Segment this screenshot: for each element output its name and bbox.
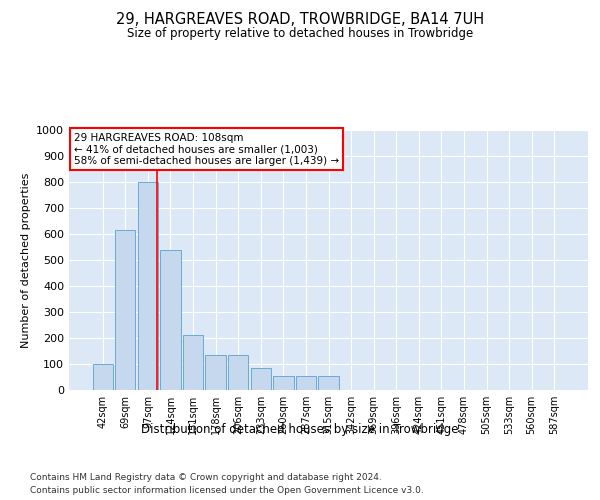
Bar	[319, 376, 338, 390]
Bar	[183, 336, 203, 390]
Bar	[115, 230, 136, 390]
Text: 29, HARGREAVES ROAD, TROWBRIDGE, BA14 7UH: 29, HARGREAVES ROAD, TROWBRIDGE, BA14 7U…	[116, 12, 484, 28]
Bar	[138, 182, 158, 390]
Bar	[251, 368, 271, 390]
Text: Contains HM Land Registry data © Crown copyright and database right 2024.: Contains HM Land Registry data © Crown c…	[30, 472, 382, 482]
Text: 29 HARGREAVES ROAD: 108sqm
← 41% of detached houses are smaller (1,003)
58% of s: 29 HARGREAVES ROAD: 108sqm ← 41% of deta…	[74, 132, 340, 166]
Text: Contains public sector information licensed under the Open Government Licence v3: Contains public sector information licen…	[30, 486, 424, 495]
Bar	[296, 376, 316, 390]
Bar	[205, 355, 226, 390]
Text: Size of property relative to detached houses in Trowbridge: Size of property relative to detached ho…	[127, 28, 473, 40]
Bar	[228, 355, 248, 390]
Bar	[273, 376, 293, 390]
Y-axis label: Number of detached properties: Number of detached properties	[20, 172, 31, 348]
Bar	[92, 364, 113, 390]
Bar	[160, 250, 181, 390]
Text: Distribution of detached houses by size in Trowbridge: Distribution of detached houses by size …	[141, 422, 459, 436]
